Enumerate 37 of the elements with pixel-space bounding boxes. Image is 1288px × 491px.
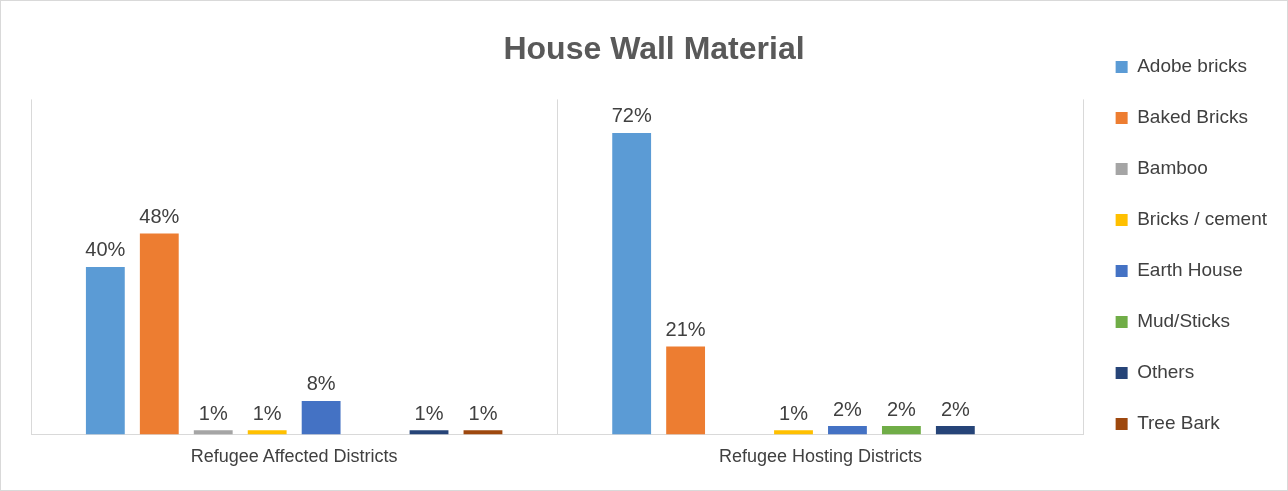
bar (666, 346, 706, 435)
data-label: 2% (833, 397, 863, 420)
bar (139, 233, 179, 435)
legend-label: Earth House (1137, 259, 1243, 281)
data-label: 40% (85, 238, 126, 261)
legend-label: Adobe bricks (1137, 55, 1247, 77)
data-label: 1% (198, 401, 228, 424)
data-label: 21% (665, 317, 706, 340)
legend-label: Others (1137, 361, 1195, 383)
legend-label: Tree Bark (1137, 412, 1221, 434)
data-label: 1% (468, 401, 498, 424)
x-tick-label: Refugee Hosting Districts (718, 446, 923, 467)
bar (774, 430, 813, 435)
x-tick-label: Refugee Affected Districts (190, 446, 398, 467)
bar (828, 426, 867, 435)
data-label: 2% (886, 397, 917, 420)
chart-title: House Wall Material (503, 30, 805, 67)
data-label: 48% (139, 204, 180, 227)
bar (85, 266, 125, 435)
data-label: 72% (611, 104, 652, 127)
bar (463, 430, 503, 435)
bar (881, 426, 921, 435)
bar (935, 426, 975, 435)
legend-label: Baked Bricks (1137, 106, 1249, 128)
bar (612, 132, 652, 435)
data-label: 1% (779, 401, 809, 424)
legend-label: Bamboo (1137, 157, 1208, 179)
data-label: 2% (940, 397, 971, 420)
data-label: 8% (306, 372, 336, 395)
data-label: 1% (414, 401, 444, 424)
data-label: 1% (252, 401, 282, 424)
legend-label: Mud/Sticks (1137, 310, 1231, 332)
bar (409, 430, 449, 435)
legend-label: Bricks / cement (1137, 208, 1268, 230)
bar (193, 430, 233, 435)
bar (247, 430, 287, 435)
bar (301, 400, 341, 435)
